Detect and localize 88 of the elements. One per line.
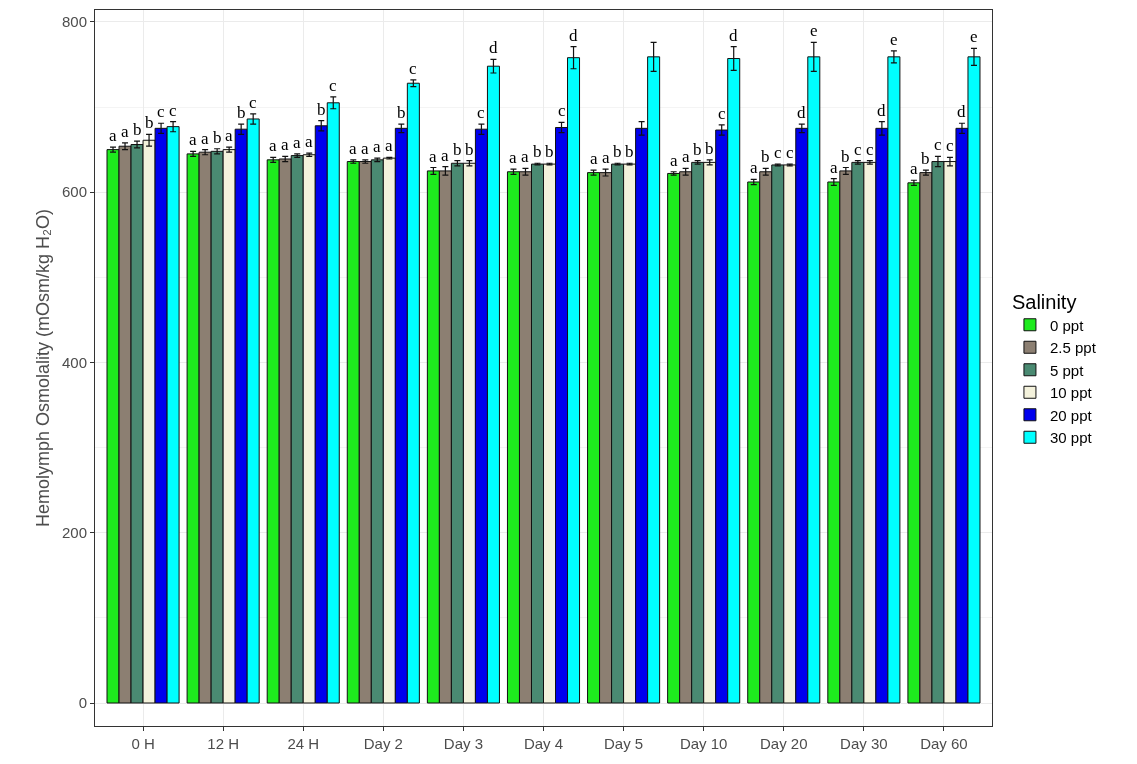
data-label: c xyxy=(477,103,485,122)
data-label: a xyxy=(910,159,918,178)
data-label: d xyxy=(729,26,738,45)
data-label: c xyxy=(946,136,954,155)
data-label: e xyxy=(970,27,978,46)
legend-label: 5 ppt xyxy=(1049,361,1085,379)
data-label: c xyxy=(866,140,874,159)
data-label: c xyxy=(854,140,862,159)
data-label: b xyxy=(145,113,154,132)
data-label: a xyxy=(429,147,437,166)
data-label: a xyxy=(441,146,449,165)
data-label: a xyxy=(670,151,678,170)
x-tick-label: 0 H xyxy=(131,735,155,752)
data-label: c xyxy=(329,76,337,95)
data-label: a xyxy=(750,158,758,177)
data-label: c xyxy=(409,59,417,78)
data-label: a xyxy=(121,122,129,141)
data-label: a xyxy=(269,136,277,155)
x-tick-label: Day 4 xyxy=(523,735,564,752)
data-label: b xyxy=(397,103,406,122)
data-label: d xyxy=(877,101,886,120)
data-label: c xyxy=(249,93,257,112)
data-label: e xyxy=(810,21,818,40)
data-label: a xyxy=(189,130,197,149)
data-label: b xyxy=(317,100,326,119)
x-tick-label: Day 10 xyxy=(679,735,728,752)
data-label: d xyxy=(957,102,966,121)
y-tick-label: 800 xyxy=(61,13,87,31)
data-label: d xyxy=(797,103,806,122)
data-label: c xyxy=(718,104,726,123)
data-label: b xyxy=(705,139,714,158)
data-label: b xyxy=(761,147,770,166)
data-label: b xyxy=(133,120,142,139)
x-tick-label: Day 5 xyxy=(604,735,644,752)
data-label: a xyxy=(201,129,209,148)
legend-label: 2.5 ppt xyxy=(1049,339,1097,357)
x-tick-label: Day 30 xyxy=(840,735,888,752)
data-label: a xyxy=(509,148,517,167)
data-label: b xyxy=(465,140,474,159)
x-tick-label: 24 H xyxy=(287,735,320,752)
data-label: b xyxy=(213,128,222,147)
data-label: c xyxy=(934,135,942,154)
data-label: a xyxy=(590,149,598,168)
x-tick-label: Day 2 xyxy=(363,735,403,752)
data-label: b xyxy=(921,149,930,168)
y-tick-label: 600 xyxy=(61,183,87,201)
data-label: b xyxy=(237,103,246,122)
data-label: d xyxy=(489,38,498,57)
data-label: b xyxy=(841,147,850,166)
data-label: a xyxy=(373,137,381,156)
x-tick-label: 12 H xyxy=(207,735,239,752)
data-label: a xyxy=(281,135,289,154)
data-label: a xyxy=(361,139,369,158)
y-tick-label: 400 xyxy=(61,353,87,371)
data-label: a xyxy=(305,132,313,151)
x-tick-label: Day 3 xyxy=(443,735,483,752)
data-label: b xyxy=(693,140,702,159)
data-label: b xyxy=(625,142,634,161)
data-label: a xyxy=(682,147,690,166)
legend-label: 30 ppt xyxy=(1049,429,1093,447)
data-label: a xyxy=(385,136,393,155)
data-label: e xyxy=(890,30,898,49)
y-tick-label: 0 xyxy=(78,694,87,712)
data-label: c xyxy=(169,101,177,120)
data-label: c xyxy=(157,102,165,121)
y-axis-title: Hemolymph Osmolality (mOsm/kg H₂O) xyxy=(33,208,53,528)
data-label: a xyxy=(602,148,610,167)
data-label: a xyxy=(349,139,357,158)
data-label: c xyxy=(786,143,794,162)
data-label: a xyxy=(521,147,529,166)
data-label: b xyxy=(453,140,462,159)
data-label: b xyxy=(613,142,622,161)
legend-label: 0 ppt xyxy=(1049,316,1085,334)
data-label: a xyxy=(109,126,117,145)
data-label: a xyxy=(225,126,233,145)
data-label: a xyxy=(830,158,838,177)
legend-label: 10 ppt xyxy=(1049,384,1093,402)
data-label: a xyxy=(293,133,301,152)
data-label: c xyxy=(558,101,566,120)
y-tick-label: 200 xyxy=(61,523,87,541)
data-label: c xyxy=(774,143,782,162)
x-tick-label: Day 60 xyxy=(920,735,968,752)
data-label: b xyxy=(545,142,554,161)
x-tick-label: Day 20 xyxy=(760,735,808,752)
data-label: d xyxy=(569,26,578,45)
legend-label: 20 ppt xyxy=(1049,406,1093,424)
legend-title: Salinity xyxy=(1011,290,1077,313)
data-label: b xyxy=(533,142,542,161)
